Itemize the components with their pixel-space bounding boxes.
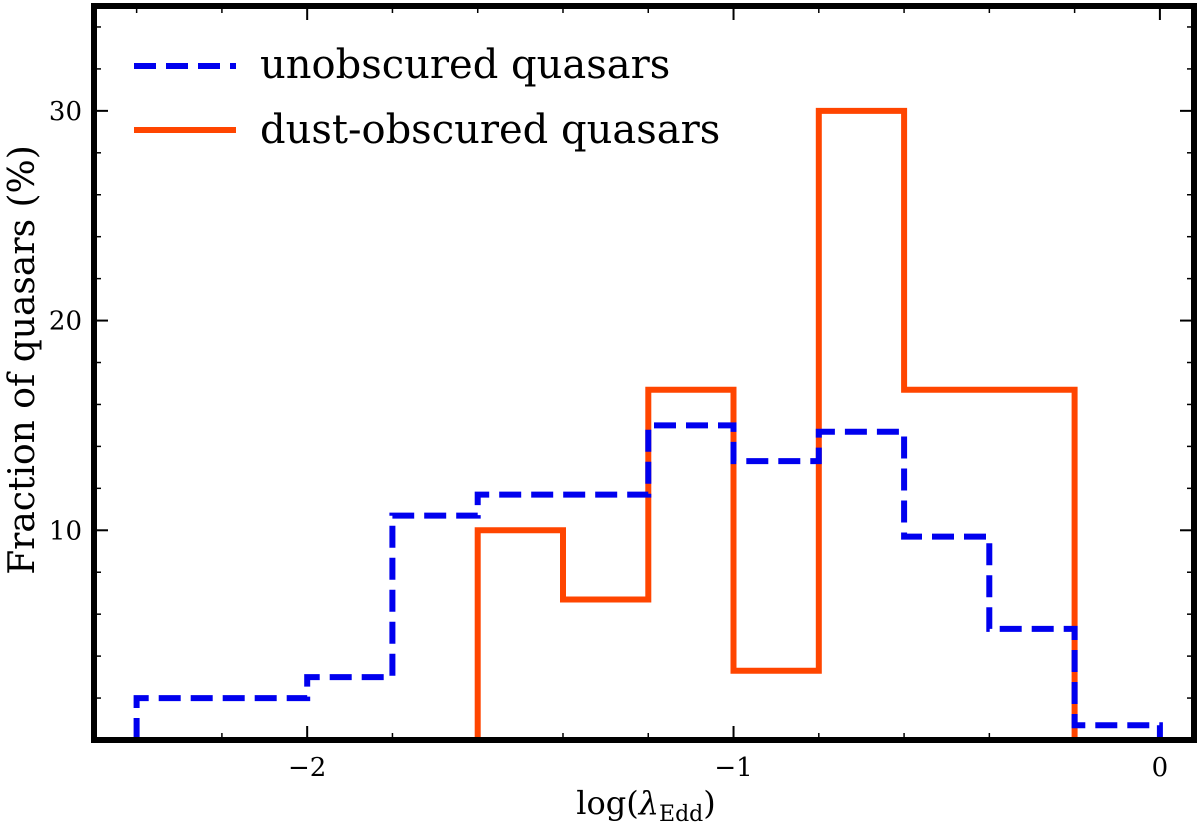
x-tick-label: −2 (288, 753, 326, 783)
x-axis-label-close: ) (703, 784, 715, 822)
x-tick-labels: −2 −1 0 (288, 753, 1168, 783)
x-tick-label: −1 (714, 753, 752, 783)
x-axis-label-main: log( (576, 784, 638, 822)
x-axis-label: log(λEdd) (576, 784, 715, 822)
legend-label-unobscured: unobscured quasars (260, 42, 670, 88)
y-axis-label: Fraction of quasars (%) (2, 145, 43, 575)
legend-label-dust-obscured: dust-obscured quasars (260, 107, 720, 153)
y-tick-label: 10 (49, 516, 82, 546)
x-axis-label-symbol: λ (637, 784, 659, 822)
y-tick-label: 20 (49, 307, 82, 337)
legend: unobscured quasars dust-obscured quasars (134, 42, 720, 153)
x-axis-label-subscript: Edd (659, 802, 703, 822)
y-tick-label: 30 (49, 97, 82, 127)
plot-frame (91, 3, 1197, 743)
series-unobscured-quasars (133, 422, 1163, 740)
y-tick-labels: 10 20 30 (49, 97, 82, 546)
series-dust-obscured-quasars (474, 107, 1078, 740)
x-tick-label: 0 (1152, 753, 1169, 783)
series-layer (133, 107, 1163, 740)
